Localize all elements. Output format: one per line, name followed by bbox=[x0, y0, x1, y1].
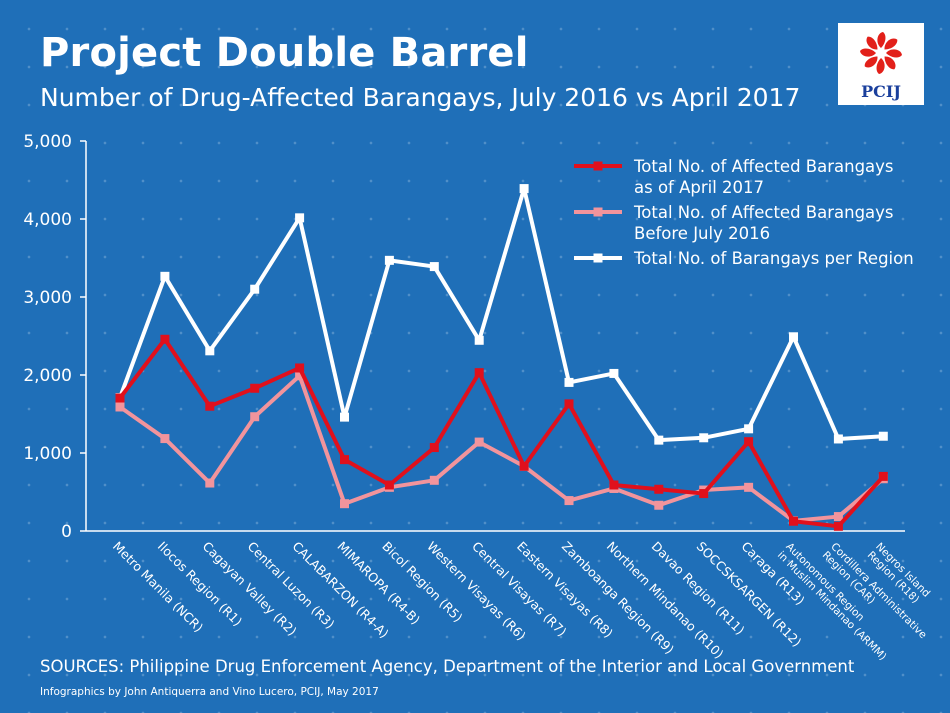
data-point bbox=[789, 332, 798, 342]
data-point bbox=[474, 437, 484, 447]
logo-petal bbox=[864, 56, 878, 68]
x-tick-labels: Metro Manila (NCR)Ilocos Region (R1)Caga… bbox=[110, 539, 932, 663]
x-tick-label: Ilocos Region (R1) bbox=[155, 539, 245, 629]
pcij-flower-logo-icon bbox=[860, 32, 902, 74]
x-tick-label: MIMAROPA (R4-B) bbox=[334, 539, 423, 628]
data-point bbox=[429, 262, 439, 272]
data-point bbox=[699, 489, 709, 499]
y-tick-label: 5,000 bbox=[23, 132, 72, 152]
data-point bbox=[833, 512, 843, 522]
data-point bbox=[789, 516, 798, 526]
legend-swatch-marker bbox=[593, 161, 603, 171]
data-point bbox=[878, 471, 888, 481]
series-line bbox=[118, 337, 885, 529]
legend-item: Total No. of Affected Barangays Before Ju… bbox=[574, 203, 894, 243]
logo-petal bbox=[884, 56, 896, 70]
chart-axes: 0 1,000 2,000 3,000 4,000 5,000 bbox=[23, 132, 905, 542]
data-point bbox=[295, 371, 305, 381]
data-point bbox=[160, 434, 170, 444]
legend-item: Total No. of Barangays per Region bbox=[574, 249, 914, 268]
y-tick-label: 4,000 bbox=[23, 210, 72, 230]
data-point bbox=[744, 424, 754, 434]
chart-legend: Total No. of Affected Barangays as of Apr… bbox=[574, 157, 914, 268]
data-point bbox=[160, 334, 170, 344]
data-point bbox=[699, 433, 709, 443]
data-point bbox=[654, 484, 664, 494]
data-point bbox=[429, 475, 439, 485]
data-point bbox=[474, 335, 484, 345]
data-point bbox=[250, 412, 260, 422]
data-point bbox=[474, 368, 484, 378]
data-point bbox=[115, 402, 125, 412]
data-point bbox=[654, 435, 664, 445]
data-point bbox=[205, 401, 215, 411]
legend-swatch-marker bbox=[593, 253, 603, 263]
data-point bbox=[429, 443, 439, 453]
x-tick-label: Bicol Region (R5) bbox=[379, 539, 465, 625]
sources-text: SOURCES: Philippine Drug Enforcement Age… bbox=[40, 657, 855, 676]
page-subtitle: Number of Drug-Affected Barangays, July … bbox=[40, 83, 801, 112]
series-2 bbox=[115, 184, 888, 445]
page-title: Project Double Barrel bbox=[40, 30, 529, 76]
chart-series bbox=[115, 184, 888, 531]
data-point bbox=[295, 213, 305, 223]
data-point bbox=[115, 393, 125, 403]
data-point bbox=[340, 499, 349, 509]
data-point bbox=[340, 455, 349, 465]
data-point bbox=[384, 480, 394, 490]
data-point bbox=[160, 271, 170, 281]
logo-petal bbox=[884, 38, 898, 50]
series-0 bbox=[115, 334, 888, 531]
data-point bbox=[654, 500, 664, 510]
credits-text: Infographics by John Antiquerra and Vino… bbox=[40, 686, 379, 698]
data-point bbox=[833, 521, 843, 531]
data-point bbox=[250, 284, 260, 294]
x-tick-label: Metro Manila (NCR) bbox=[110, 539, 206, 635]
legend-label: Total No. of Barangays per Region bbox=[633, 249, 914, 268]
logo-petal bbox=[866, 36, 878, 50]
data-point bbox=[295, 363, 305, 373]
pcij-logo: PCIJ bbox=[838, 23, 924, 105]
y-tick-label: 2,000 bbox=[23, 366, 72, 386]
series-line bbox=[118, 373, 885, 523]
logo-text: PCIJ bbox=[861, 82, 901, 101]
data-point bbox=[384, 255, 394, 265]
legend-swatch-marker bbox=[593, 207, 603, 217]
data-point bbox=[878, 431, 888, 441]
data-point bbox=[564, 377, 574, 387]
data-point bbox=[564, 399, 574, 409]
data-point bbox=[205, 346, 215, 356]
logo-petal bbox=[860, 48, 876, 57]
x-tick-label: Central Luzon (R3) bbox=[245, 539, 338, 632]
legend-label: Total No. of Affected Barangays as of Apr… bbox=[633, 157, 894, 197]
data-point bbox=[564, 496, 574, 506]
logo-petal bbox=[876, 58, 885, 74]
logo-petal bbox=[877, 32, 886, 48]
data-point bbox=[340, 412, 349, 422]
data-point bbox=[744, 482, 754, 492]
data-point bbox=[609, 480, 619, 490]
series-1 bbox=[115, 371, 888, 526]
legend-item: Total No. of Affected Barangays as of Apr… bbox=[574, 157, 894, 197]
data-point bbox=[519, 184, 529, 194]
y-tick-label: 3,000 bbox=[23, 288, 72, 308]
data-point bbox=[833, 434, 843, 444]
data-point bbox=[609, 368, 619, 378]
y-tick-label: 1,000 bbox=[23, 444, 72, 464]
logo-petal bbox=[886, 49, 902, 58]
series-line bbox=[118, 186, 884, 443]
data-point bbox=[519, 461, 529, 471]
legend-label: Total No. of Affected Barangays Before Ju… bbox=[633, 203, 894, 243]
y-tick-label: 0 bbox=[61, 522, 72, 542]
data-point bbox=[250, 383, 260, 393]
data-point bbox=[744, 437, 754, 447]
data-point bbox=[205, 478, 215, 488]
